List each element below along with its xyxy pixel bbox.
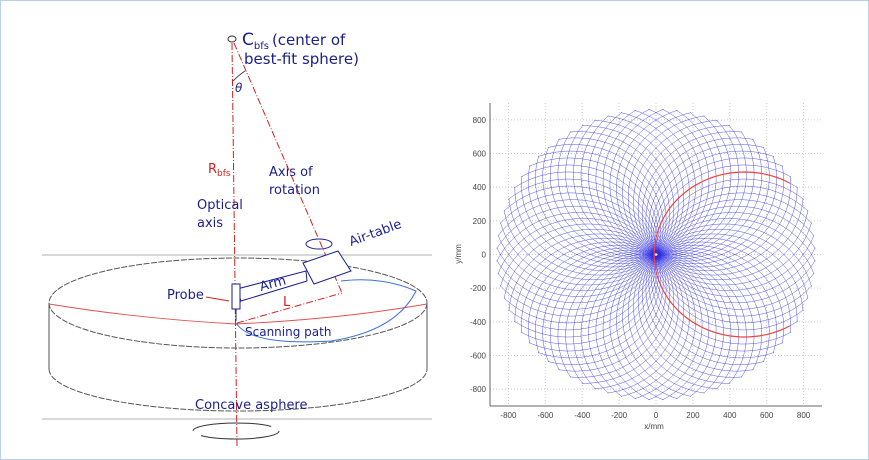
- center-text-1: (center of: [272, 31, 346, 49]
- scan-arc: [650, 150, 812, 317]
- scan-arc: [500, 150, 662, 317]
- center-subscript: bfs: [254, 41, 269, 52]
- scan-arc: [557, 252, 739, 390]
- scan-arc: [508, 164, 659, 331]
- y-tick-label: 600: [473, 150, 487, 159]
- length-line: [236, 292, 343, 324]
- rotation-axis-line: [233, 42, 343, 294]
- x-tick-label: -400: [574, 411, 591, 420]
- y-tick-label: -200: [470, 284, 487, 293]
- scan-arc: [573, 119, 755, 257]
- svg-text:Cbfs(center of: Cbfs (center of: [242, 30, 346, 52]
- air-table-rotation-arrow-icon: [305, 238, 333, 250]
- y-tick-label: 0: [482, 251, 487, 260]
- center-label: C: [242, 30, 254, 50]
- x-tick-label: 0: [654, 411, 659, 420]
- scan-arc: [627, 228, 809, 394]
- scan-arc: [500, 192, 662, 359]
- probe-label: Probe: [167, 288, 204, 303]
- scan-arc: [653, 164, 804, 331]
- arm-label: Arm: [258, 273, 288, 294]
- x-tick-label: -200: [611, 411, 628, 420]
- air-table: [302, 250, 352, 285]
- svg-text:Rbfs: Rbfs: [208, 162, 231, 179]
- scan-arc: [503, 115, 685, 281]
- plot-ticks: -800 -600 -400 -200 0 200 400 600 800 800 600 400 20…: [470, 116, 811, 420]
- theta-label: θ: [235, 81, 243, 95]
- scan-arc: [653, 171, 798, 338]
- y-tick-label: -800: [470, 385, 487, 394]
- scan-arc: [573, 252, 755, 390]
- center-text-2: best-fit sphere): [244, 50, 359, 68]
- scan-arc: [557, 119, 739, 257]
- scan-arc: [503, 228, 685, 394]
- x-tick-label: 800: [797, 411, 811, 420]
- x-tick-label: 200: [686, 411, 700, 420]
- asphere-rotation-arrow-icon: [192, 422, 280, 440]
- asphere-label: Concave asphere: [195, 398, 308, 413]
- scan-arc: [508, 178, 659, 345]
- scan-arc: [588, 112, 770, 260]
- radius-label: R: [208, 162, 217, 177]
- axis-of-rotation-label-2: rotation: [269, 183, 320, 198]
- scan-arc: [653, 178, 804, 345]
- axis-of-rotation-label-1: Axis of: [269, 165, 313, 180]
- section-line: [48, 303, 428, 325]
- scan-arc: [542, 249, 724, 397]
- scan-arc: [588, 249, 770, 397]
- theta-arc: [232, 70, 246, 82]
- optical-axis-line: [231, 42, 238, 447]
- optical-axis-label-2: axis: [197, 216, 223, 231]
- scan-arc: [542, 112, 724, 260]
- x-tick-label: 400: [723, 411, 737, 420]
- x-tick-label: -600: [537, 411, 554, 420]
- y-axis-label: y/mm: [454, 244, 463, 264]
- y-tick-label: 800: [473, 116, 487, 125]
- scan-arc: [627, 115, 809, 281]
- y-tick-label: -400: [470, 318, 487, 327]
- plot-grid: [490, 103, 822, 406]
- plot-curves: [496, 108, 816, 401]
- x-tick-label: -800: [500, 411, 517, 420]
- scanning-setup-diagram: Cbfs (center of best-fit sphere) θ Rbfs A…: [42, 30, 432, 447]
- radius-subscript: bfs: [217, 169, 231, 179]
- scan-arc: [650, 192, 812, 359]
- x-tick-label: 600: [760, 411, 774, 420]
- length-label: L: [283, 295, 291, 310]
- sphere-center-point: [227, 35, 237, 43]
- asphere-bottom-ellipse: [48, 368, 428, 412]
- x-axis-label: x/mm: [644, 422, 664, 431]
- scanning-path-label: Scanning path: [245, 325, 331, 339]
- y-tick-label: -600: [470, 352, 487, 361]
- y-tick-label: 200: [473, 217, 487, 226]
- highlighted-scan-arc: [653, 171, 790, 338]
- scanning-path-curve: [235, 279, 417, 343]
- probe-pointer-arrow-icon: [205, 296, 230, 302]
- optical-axis-label-1: Optical: [197, 198, 243, 213]
- y-tick-label: 400: [473, 183, 487, 192]
